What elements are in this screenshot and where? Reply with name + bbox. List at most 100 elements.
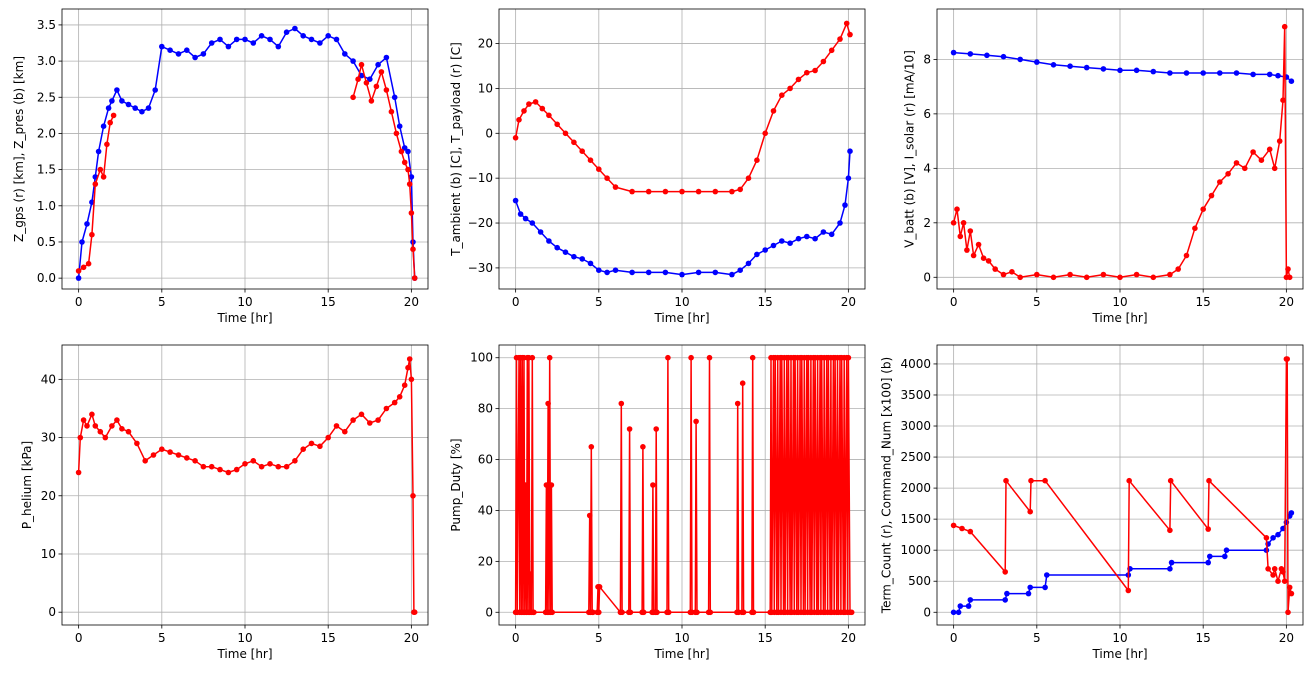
data-point xyxy=(693,418,699,425)
data-point xyxy=(1133,67,1140,74)
y-tick-label: 1500 xyxy=(900,512,931,526)
data-point xyxy=(837,220,843,226)
data-point xyxy=(142,458,148,464)
y-tick-label: 10 xyxy=(478,81,493,95)
data-point xyxy=(217,36,223,43)
data-point xyxy=(292,25,298,32)
data-point xyxy=(645,269,652,276)
y-tick-label: 2 xyxy=(923,216,931,230)
data-point xyxy=(1175,266,1181,272)
data-point xyxy=(734,400,741,407)
data-point xyxy=(175,51,182,57)
data-point xyxy=(1034,271,1040,278)
data-point xyxy=(562,249,569,255)
data-point xyxy=(1017,56,1023,63)
data-point xyxy=(1271,566,1278,572)
data-point xyxy=(100,174,107,180)
data-point xyxy=(1281,23,1288,30)
data-point xyxy=(375,61,381,68)
data-point xyxy=(828,231,835,238)
data-point xyxy=(225,43,232,50)
data-point xyxy=(80,264,87,271)
data-point xyxy=(848,609,855,616)
data-point xyxy=(712,188,719,195)
data-point xyxy=(1027,584,1033,591)
data-point xyxy=(662,269,669,276)
subplot-4: 0 5 10 15 20 0 10 20 30 40 Time [hr] P_helium [kPa] xyxy=(20,344,429,661)
data-point xyxy=(92,181,99,187)
y-tick-label: 0 xyxy=(923,605,931,619)
data-point xyxy=(779,238,785,244)
data-point xyxy=(612,267,619,274)
data-point xyxy=(1100,271,1107,278)
data-point xyxy=(579,256,585,262)
data-point xyxy=(233,36,240,43)
y-axis-label: Term_Count (r), Command_Num [x100] (b) xyxy=(880,357,894,614)
data-point xyxy=(695,269,702,276)
data-point xyxy=(1042,477,1048,484)
data-point xyxy=(150,452,157,458)
data-point xyxy=(408,376,415,383)
data-point xyxy=(383,405,390,412)
data-point xyxy=(1206,477,1212,484)
data-point xyxy=(283,29,290,35)
data-point xyxy=(537,229,544,235)
data-point xyxy=(1275,578,1281,584)
series-2 xyxy=(950,23,1293,281)
data-point xyxy=(619,609,625,616)
y-tick-label: 2.5 xyxy=(37,90,56,104)
x-axis-label: Time [hr] xyxy=(1091,311,1147,325)
x-tick-label: 15 xyxy=(1196,295,1211,309)
data-point xyxy=(770,108,777,114)
data-point xyxy=(596,584,603,590)
data-point xyxy=(604,175,610,181)
data-point xyxy=(398,148,405,155)
data-point xyxy=(1288,510,1295,516)
series-1 xyxy=(512,148,853,278)
data-point xyxy=(159,446,165,453)
data-point xyxy=(1150,68,1157,75)
x-tick-label: 15 xyxy=(321,295,336,309)
data-point xyxy=(739,380,746,387)
data-point xyxy=(964,247,970,253)
x-tick-label: 10 xyxy=(1112,631,1127,645)
data-point xyxy=(543,482,550,488)
data-point xyxy=(1285,266,1291,272)
data-point xyxy=(1000,53,1007,60)
data-point xyxy=(367,420,373,426)
data-point xyxy=(333,36,340,43)
data-point xyxy=(267,36,273,43)
data-point xyxy=(629,269,635,276)
y-tick-label: 1.0 xyxy=(37,199,56,213)
data-point xyxy=(317,443,323,450)
y-tick-label: 6 xyxy=(923,107,931,121)
subplot-6: 0 5 10 15 20 0 500 1000 1500 2000 2500 3000 3500 4000… xyxy=(880,344,1304,661)
data-point xyxy=(546,238,552,244)
data-point xyxy=(970,252,977,259)
data-point xyxy=(1117,67,1123,74)
data-point xyxy=(955,609,962,616)
data-point xyxy=(1117,274,1123,281)
data-point xyxy=(654,609,660,616)
data-point xyxy=(1285,609,1291,616)
x-tick-label: 0 xyxy=(512,295,520,309)
x-axis-label: Time [hr] xyxy=(216,311,272,325)
y-tick-label: 60 xyxy=(478,453,493,467)
data-point xyxy=(80,417,87,423)
subplot-3: 0 5 10 15 20 0 2 4 6 8 Time [hr] V_batt (b) [V], I_… xyxy=(902,8,1304,325)
y-tick-label: 3500 xyxy=(900,388,931,402)
data-point xyxy=(1281,578,1288,584)
data-point xyxy=(1100,66,1107,72)
data-point xyxy=(139,108,145,115)
data-point xyxy=(532,99,539,105)
data-point xyxy=(1205,526,1211,532)
data-point xyxy=(275,463,282,470)
data-point xyxy=(745,175,752,181)
x-tick-label: 0 xyxy=(950,295,958,309)
data-point xyxy=(350,417,356,423)
data-point xyxy=(79,239,85,245)
data-point xyxy=(217,466,223,473)
series-line xyxy=(78,115,115,272)
data-point xyxy=(562,130,569,137)
data-point xyxy=(729,271,735,278)
